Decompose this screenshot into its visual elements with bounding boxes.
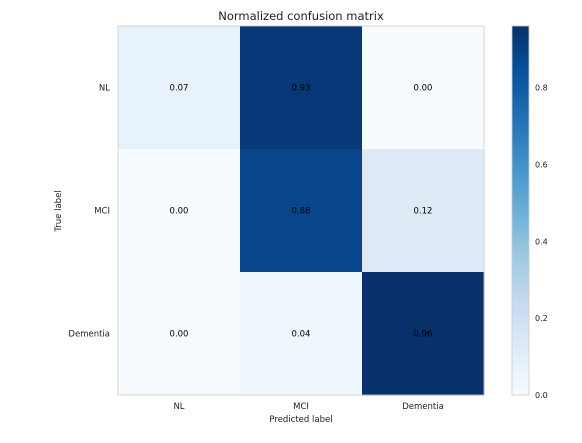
chart-title: Normalized confusion matrix [218,9,384,23]
y-axis-label: True label [54,190,64,232]
cell-value-label: 0.96 [414,330,433,340]
x-tick-label: NL [173,402,184,412]
heatmap-cells: 0.07 0.93 0.00 0.00 0.88 0.12 0.00 0.04 0.96 [118,26,485,396]
colorbar-tick-label: 0.0 [535,391,548,400]
x-tick-label: MCI [293,402,309,412]
y-tick-label: MCI [94,207,110,217]
cell-value-label: 0.12 [414,207,433,217]
colorbar-tick-label: 0.2 [535,314,548,323]
y-tick-label: Dementia [68,330,110,340]
colorbar [512,26,529,395]
x-axis-label: Predicted label [269,415,332,425]
x-tick-label: Dementia [402,402,444,412]
colorbar-tick-label: 0.6 [535,160,548,169]
cell-value-label: 0.00 [170,330,189,340]
cell-value-label: 0.00 [414,84,433,94]
cell-value-label: 0.07 [170,84,189,94]
cell-value-label: 0.93 [292,84,311,94]
cell-value-label: 0.88 [292,207,311,217]
cell-value-label: 0.00 [170,207,189,217]
y-tick-labels: NL MCI Dementia [68,84,110,340]
cell-value-label: 0.04 [292,330,311,340]
x-tick-labels: NL MCI Dementia [173,402,443,412]
colorbar-tick-label: 0.8 [535,84,548,93]
colorbar-tick-labels: 0.0 0.2 0.4 0.6 0.8 [535,84,548,401]
y-tick-label: NL [99,84,110,94]
colorbar-tick-label: 0.4 [535,237,548,246]
